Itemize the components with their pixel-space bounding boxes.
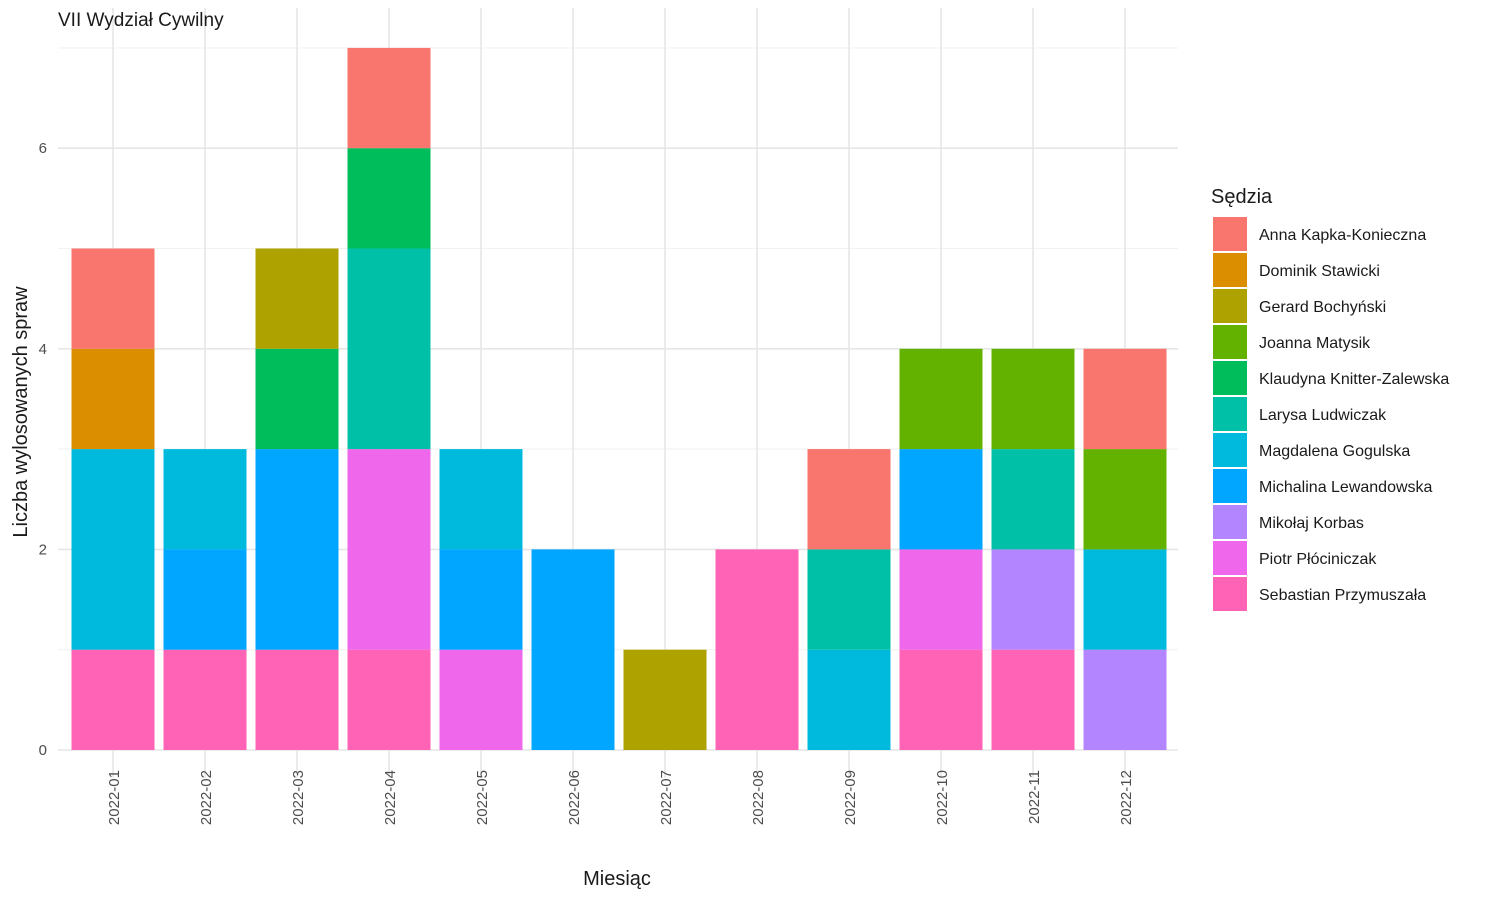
- legend-swatch: [1213, 253, 1247, 287]
- legend-title: Sędzia: [1211, 186, 1273, 208]
- bar-segment[interactable]: [347, 248, 431, 450]
- y-axis-ticks: 0 2 4 6: [39, 140, 47, 759]
- y-tick-label: 6: [39, 140, 47, 157]
- bar-segment[interactable]: [807, 449, 891, 550]
- legend-label: Michalina Lewandowska: [1259, 479, 1433, 496]
- x-tick-label: 2022-10: [934, 770, 951, 825]
- bar-segment[interactable]: [1083, 549, 1167, 650]
- bars: [71, 47, 1167, 750]
- legend-swatch: [1213, 577, 1247, 611]
- legend-label: Gerard Bochyński: [1259, 299, 1386, 316]
- x-tick-label: 2022-05: [474, 770, 491, 825]
- legend-swatch: [1213, 469, 1247, 503]
- legend-swatch: [1213, 397, 1247, 431]
- bar-segment[interactable]: [1083, 649, 1167, 750]
- bar-segment[interactable]: [991, 348, 1075, 450]
- legend-swatch: [1213, 433, 1247, 467]
- bar-segment[interactable]: [163, 449, 247, 550]
- legend: Sędzia Anna Kapka-Konieczna Dominik Stawi…: [1211, 186, 1449, 611]
- bar-segment[interactable]: [899, 549, 983, 650]
- x-tick-label: 2022-09: [842, 770, 859, 825]
- bar-segment[interactable]: [71, 348, 155, 450]
- bar-segment[interactable]: [71, 449, 155, 650]
- bar-segment[interactable]: [899, 649, 983, 750]
- legend-swatch: [1213, 505, 1247, 539]
- bar-segment[interactable]: [347, 649, 431, 750]
- x-tick-label: 2022-07: [658, 770, 675, 825]
- bar-segment[interactable]: [255, 649, 339, 750]
- x-axis-title: Miesiąc: [583, 868, 651, 890]
- legend-label: Joanna Matysik: [1259, 335, 1371, 352]
- legend-label: Magdalena Gogulska: [1259, 443, 1410, 460]
- legend-label: Mikołaj Korbas: [1259, 515, 1364, 532]
- bar-segment[interactable]: [899, 449, 983, 550]
- bar-segment[interactable]: [71, 248, 155, 349]
- bar-segment[interactable]: [807, 549, 891, 650]
- bar-segment[interactable]: [163, 649, 247, 750]
- x-tick-label: 2022-02: [198, 770, 215, 825]
- bar-segment[interactable]: [623, 649, 707, 750]
- x-tick-label: 2022-06: [566, 770, 583, 825]
- bar-segment[interactable]: [439, 549, 523, 650]
- x-tick-label: 2022-12: [1118, 770, 1135, 825]
- bar-segment[interactable]: [991, 449, 1075, 550]
- legend-swatch: [1213, 325, 1247, 359]
- bar-segment[interactable]: [439, 449, 523, 550]
- bar-segment[interactable]: [347, 449, 431, 650]
- bar-segment[interactable]: [347, 47, 431, 149]
- x-tick-label: 2022-03: [290, 770, 307, 825]
- y-axis-title: Liczba wylosowanych spraw: [10, 286, 32, 538]
- bar-segment[interactable]: [71, 649, 155, 750]
- y-tick-label: 4: [39, 341, 47, 358]
- x-tick-label: 2022-04: [382, 770, 399, 825]
- legend-swatch: [1213, 541, 1247, 575]
- legend-label: Larysa Ludwiczak: [1259, 407, 1387, 424]
- bar-segment[interactable]: [439, 649, 523, 750]
- bar-segment[interactable]: [531, 549, 615, 750]
- legend-label: Piotr Płóciniczak: [1259, 551, 1377, 568]
- bar-segment[interactable]: [991, 649, 1075, 750]
- legend-label: Klaudyna Knitter-Zalewska: [1259, 371, 1449, 388]
- bar-segment[interactable]: [1083, 449, 1167, 550]
- x-tick-label: 2022-11: [1026, 770, 1043, 824]
- legend-swatch: [1213, 217, 1247, 251]
- legend-label: Sebastian Przymuszała: [1259, 587, 1426, 604]
- legend-swatch: [1213, 361, 1247, 395]
- x-axis-ticks: 2022-01 2022-02 2022-03 2022-04 2022-05 2022-…: [106, 770, 1135, 825]
- bar-segment[interactable]: [807, 649, 891, 750]
- bar-segment[interactable]: [347, 148, 431, 249]
- chart-title: VII Wydział Cywilny: [58, 10, 224, 31]
- bar-segment[interactable]: [1083, 348, 1167, 450]
- bar-segment[interactable]: [163, 549, 247, 650]
- y-tick-label: 0: [39, 742, 47, 759]
- x-tick-label: 2022-01: [106, 770, 123, 825]
- bar-segment[interactable]: [255, 449, 339, 650]
- legend-swatch: [1213, 289, 1247, 323]
- legend-label: Anna Kapka-Konieczna: [1259, 227, 1426, 244]
- bar-segment[interactable]: [715, 549, 799, 750]
- bar-segment[interactable]: [255, 348, 339, 450]
- y-tick-label: 2: [39, 541, 47, 558]
- x-tick-label: 2022-08: [750, 770, 767, 825]
- bar-segment[interactable]: [255, 248, 339, 349]
- bar-segment[interactable]: [899, 348, 983, 450]
- legend-label: Dominik Stawicki: [1259, 263, 1380, 280]
- bar-segment[interactable]: [991, 549, 1075, 650]
